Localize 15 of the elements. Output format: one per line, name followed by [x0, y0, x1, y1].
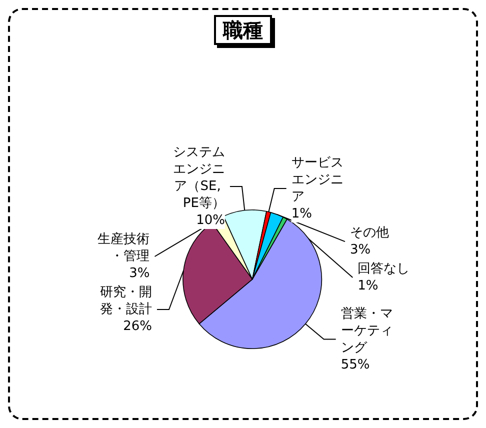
data-label: 1%	[291, 206, 312, 222]
slice-label: サービスエンジニア	[291, 156, 344, 205]
data-label: 3%	[129, 266, 150, 281]
slice-label: 生産技術・管理	[98, 230, 150, 264]
slice-label: 営業・マーケティング	[340, 306, 393, 356]
data-label: 10%	[196, 212, 225, 228]
slice-label: 研究・開発・設計	[100, 284, 152, 317]
data-label: 1%	[358, 278, 378, 294]
data-label: 3%	[350, 242, 371, 258]
data-label: 55%	[340, 357, 370, 372]
chart-title: 職種	[222, 18, 263, 42]
slice-label: その他	[350, 226, 389, 241]
data-label: 26%	[123, 318, 152, 334]
slice-label: 回答なし	[358, 262, 410, 277]
slice-label: システムエンジニア（SE, PE等）	[172, 144, 225, 211]
